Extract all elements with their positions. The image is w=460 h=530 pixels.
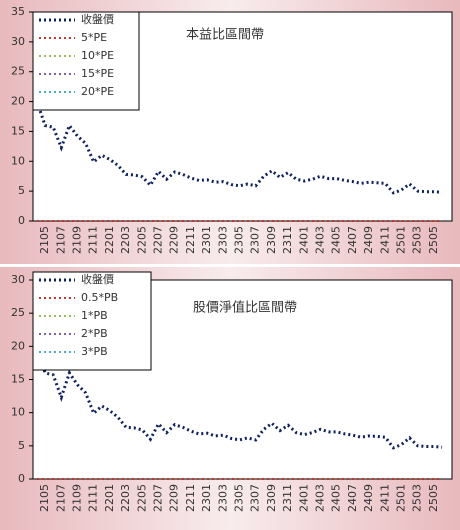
y-tick-label: 20: [11, 95, 25, 108]
series-line: [35, 101, 443, 195]
x-tick-label: 2211: [184, 226, 197, 254]
legend-label: 收盤價: [81, 272, 114, 286]
x-tick-label: 2409: [362, 484, 375, 512]
y-tick-label: 30: [11, 273, 25, 286]
legend-label: 收盤價: [81, 12, 114, 26]
x-tick-label: 2411: [378, 484, 391, 512]
y-tick-label: 0: [18, 472, 25, 485]
x-tick-label: 2307: [249, 484, 262, 512]
y-tick-label: 15: [11, 124, 25, 137]
legend-label: 2*PB: [81, 327, 108, 340]
chart-title: 股價淨值比區間帶: [193, 300, 297, 316]
x-tick-label: 2505: [427, 226, 440, 254]
x-tick-label: 2305: [233, 226, 246, 254]
y-tick-label: 35: [11, 5, 25, 18]
x-tick-label: 2111: [87, 484, 100, 512]
legend-label: 0.5*PB: [81, 291, 118, 304]
x-tick-label: 2401: [297, 226, 310, 254]
x-tick-label: 2201: [103, 484, 116, 512]
x-tick-label: 2403: [314, 484, 327, 512]
x-tick-label: 2205: [135, 226, 148, 254]
x-tick-label: 2301: [200, 226, 213, 254]
x-tick-label: 2309: [265, 226, 278, 254]
x-tick-label: 2505: [427, 484, 440, 512]
y-tick-label: 0: [18, 214, 25, 227]
y-tick-label: 25: [11, 306, 25, 319]
legend-label: 5*PE: [81, 31, 107, 44]
x-tick-label: 2111: [87, 226, 100, 254]
x-tick-label: 2201: [103, 226, 116, 254]
x-tick-label: 2411: [378, 226, 391, 254]
y-tick-label: 15: [11, 373, 25, 386]
x-tick-label: 2205: [135, 484, 148, 512]
legend-box: [32, 11, 140, 111]
x-tick-label: 2301: [200, 484, 213, 512]
x-tick-label: 2405: [330, 226, 343, 254]
x-tick-label: 2109: [71, 484, 84, 512]
x-tick-label: 2303: [216, 226, 229, 254]
x-tick-label: 2311: [281, 484, 294, 512]
y-tick-label: 5: [18, 439, 25, 452]
x-tick-label: 2303: [216, 484, 229, 512]
x-tick-label: 2407: [346, 484, 359, 512]
legend-box: [32, 271, 152, 371]
x-tick-label: 2109: [71, 226, 84, 254]
y-tick-label: 5: [18, 184, 25, 197]
x-tick-label: 2107: [54, 484, 67, 512]
x-tick-label: 2501: [395, 484, 408, 512]
x-tick-label: 2107: [54, 226, 67, 254]
x-tick-label: 2209: [168, 484, 181, 512]
x-tick-label: 2105: [38, 484, 51, 512]
x-tick-label: 2203: [119, 226, 132, 254]
x-tick-label: 2305: [233, 484, 246, 512]
x-tick-label: 2501: [395, 226, 408, 254]
x-tick-label: 2409: [362, 226, 375, 254]
y-tick-label: 25: [11, 65, 25, 78]
x-tick-label: 2105: [38, 226, 51, 254]
legend-label: 3*PB: [81, 345, 108, 358]
x-tick-label: 2405: [330, 484, 343, 512]
legend-label: 20*PE: [81, 85, 114, 98]
x-tick-label: 2503: [411, 484, 424, 512]
series-line: [35, 345, 443, 450]
x-tick-label: 2307: [249, 226, 262, 254]
legend-label: 10*PE: [81, 49, 114, 62]
x-tick-label: 2311: [281, 226, 294, 254]
x-tick-label: 2209: [168, 226, 181, 254]
x-tick-label: 2503: [411, 226, 424, 254]
x-tick-label: 2207: [152, 226, 165, 254]
x-tick-label: 2401: [297, 484, 310, 512]
y-tick-label: 10: [11, 154, 25, 167]
x-tick-label: 2309: [265, 484, 278, 512]
x-tick-label: 2211: [184, 484, 197, 512]
x-tick-label: 2403: [314, 226, 327, 254]
y-tick-label: 20: [11, 339, 25, 352]
chart-title: 本益比區間帶: [186, 28, 264, 43]
y-tick-label: 30: [11, 35, 25, 48]
x-tick-label: 2203: [119, 484, 132, 512]
x-tick-label: 2407: [346, 226, 359, 254]
legend-label: 1*PB: [81, 309, 108, 322]
x-tick-label: 2207: [152, 484, 165, 512]
y-tick-label: 10: [11, 406, 25, 419]
legend-label: 15*PE: [81, 67, 114, 80]
